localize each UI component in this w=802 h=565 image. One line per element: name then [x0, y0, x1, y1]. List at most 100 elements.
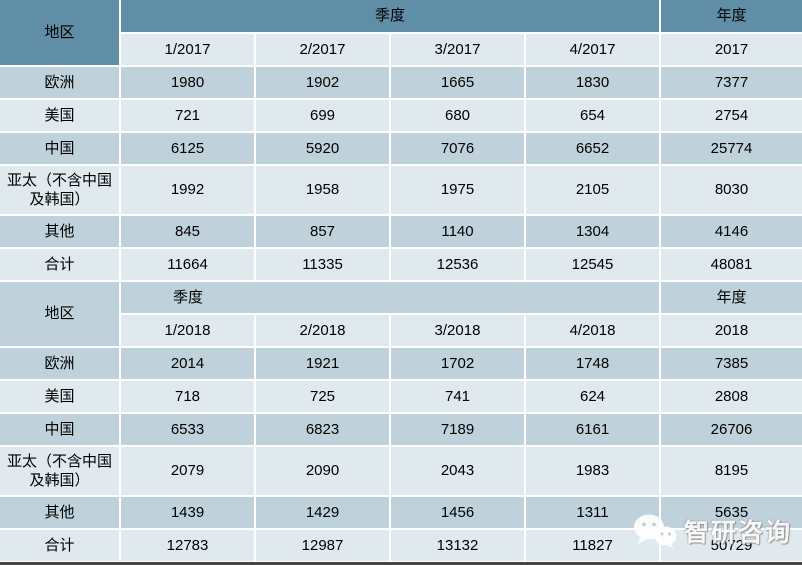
quarter-header: 季度 [118, 0, 662, 34]
table-row: 美国 718 725 741 624 2808 [0, 379, 802, 414]
quarter-col-header: 2/2017 [254, 32, 391, 67]
quarter-col-header: 3/2018 [389, 313, 526, 348]
value-cell: 2079 [119, 445, 256, 497]
value-cell: 725 [254, 379, 391, 414]
region-cell: 美国 [0, 379, 121, 414]
value-cell: 699 [254, 98, 391, 133]
table-total-row: 合计 11664 11335 12536 12545 48081 [0, 247, 802, 282]
table-row: 其他 1439 1429 1456 1311 5635 [0, 495, 802, 530]
value-cell: 4146 [659, 214, 802, 249]
year-header: 年度 [659, 280, 802, 315]
value-cell: 12545 [523, 247, 662, 282]
quarter-col-header: 1/2017 [120, 32, 256, 67]
table-row: 欧洲 1980 1902 1665 1830 7377 [0, 65, 802, 100]
region-cell: 欧洲 [0, 65, 121, 100]
value-cell: 1830 [523, 65, 662, 100]
table-subheader-row-2018: 1/2018 2/2018 3/2018 4/2018 2018 [0, 313, 802, 348]
value-cell: 8030 [659, 164, 802, 216]
year-header: 年度 [659, 0, 802, 34]
value-cell: 1980 [119, 65, 256, 100]
value-cell: 12987 [254, 528, 391, 563]
value-cell: 1702 [389, 346, 526, 381]
value-cell: 1311 [523, 495, 662, 530]
value-cell: 624 [523, 379, 662, 414]
table-row: 亚太（不含中国及韩国） 1992 1958 1975 2105 8030 [0, 164, 802, 216]
value-cell: 1902 [254, 65, 391, 100]
value-cell: 2014 [119, 346, 256, 381]
value-cell: 1439 [119, 495, 256, 530]
table-row: 亚太（不含中国及韩国） 2079 2090 2043 1983 8195 [0, 445, 802, 497]
region-header: 地区 [0, 280, 121, 348]
value-cell: 5920 [254, 131, 391, 166]
value-cell: 2043 [389, 445, 526, 497]
region-header: 地区 [0, 0, 121, 67]
value-cell: 1665 [389, 65, 526, 100]
table-row: 中国 6125 5920 7076 6652 25774 [0, 131, 802, 166]
value-cell: 721 [119, 98, 256, 133]
value-cell: 7377 [659, 65, 802, 100]
value-cell: 1456 [389, 495, 526, 530]
value-cell: 2090 [254, 445, 391, 497]
value-cell: 680 [389, 98, 526, 133]
value-cell: 1975 [389, 164, 526, 216]
quarter-col-header: 2/2018 [254, 313, 391, 348]
value-cell: 12783 [119, 528, 256, 563]
region-cell: 亚太（不含中国及韩国） [0, 445, 121, 497]
value-cell: 1304 [523, 214, 662, 249]
value-cell: 1983 [523, 445, 662, 497]
table-row: 其他 845 857 1140 1304 4146 [0, 214, 802, 249]
table-subheader-row-2017: 1/2017 2/2017 3/2017 4/2017 2017 [0, 32, 802, 67]
value-cell: 2754 [659, 98, 802, 133]
value-cell: 13132 [389, 528, 526, 563]
quarter-col-header: 4/2018 [523, 313, 662, 348]
region-cell: 美国 [0, 98, 121, 133]
table-row: 美国 721 699 680 654 2754 [0, 98, 802, 133]
value-cell: 26706 [659, 412, 802, 447]
value-cell: 1140 [389, 214, 526, 249]
value-cell: 1748 [523, 346, 662, 381]
bottom-border-bar [0, 562, 802, 565]
value-cell: 1921 [254, 346, 391, 381]
table-header-row-2018: 地区 季度 年度 [0, 280, 802, 348]
value-cell: 11335 [254, 247, 391, 282]
value-cell: 6652 [523, 131, 662, 166]
region-cell: 其他 [0, 495, 121, 530]
value-cell: 5635 [659, 495, 802, 530]
value-cell: 12536 [389, 247, 526, 282]
quarter-col-header: 4/2017 [523, 32, 662, 67]
region-cell: 欧洲 [0, 346, 121, 381]
quarter-col-header: 3/2017 [389, 32, 526, 67]
quarter-header: 季度 [118, 280, 662, 315]
year-col-header: 2018 [659, 313, 802, 348]
value-cell: 654 [523, 98, 662, 133]
value-cell: 2808 [659, 379, 802, 414]
value-cell: 7385 [659, 346, 802, 381]
value-cell: 7076 [389, 131, 526, 166]
value-cell: 718 [119, 379, 256, 414]
value-cell: 2105 [523, 164, 662, 216]
value-cell: 741 [389, 379, 526, 414]
value-cell: 25774 [659, 131, 802, 166]
value-cell: 6533 [119, 412, 256, 447]
value-cell: 11664 [119, 247, 256, 282]
region-cell: 中国 [0, 131, 121, 166]
region-cell: 其他 [0, 214, 121, 249]
value-cell: 1958 [254, 164, 391, 216]
value-cell: 48081 [659, 247, 802, 282]
quarter-col-header: 1/2018 [120, 313, 256, 348]
value-cell: 1429 [254, 495, 391, 530]
region-cell: 中国 [0, 412, 121, 447]
value-cell: 6125 [119, 131, 256, 166]
table-row: 欧洲 2014 1921 1702 1748 7385 [0, 346, 802, 381]
value-cell: 11827 [523, 528, 662, 563]
value-cell: 845 [119, 214, 256, 249]
value-cell: 1992 [119, 164, 256, 216]
table-row: 中国 6533 6823 7189 6161 26706 [0, 412, 802, 447]
value-cell: 857 [254, 214, 391, 249]
value-cell: 8195 [659, 445, 802, 497]
region-cell: 合计 [0, 528, 121, 563]
region-cell: 合计 [0, 247, 121, 282]
value-cell: 50729 [659, 528, 802, 563]
